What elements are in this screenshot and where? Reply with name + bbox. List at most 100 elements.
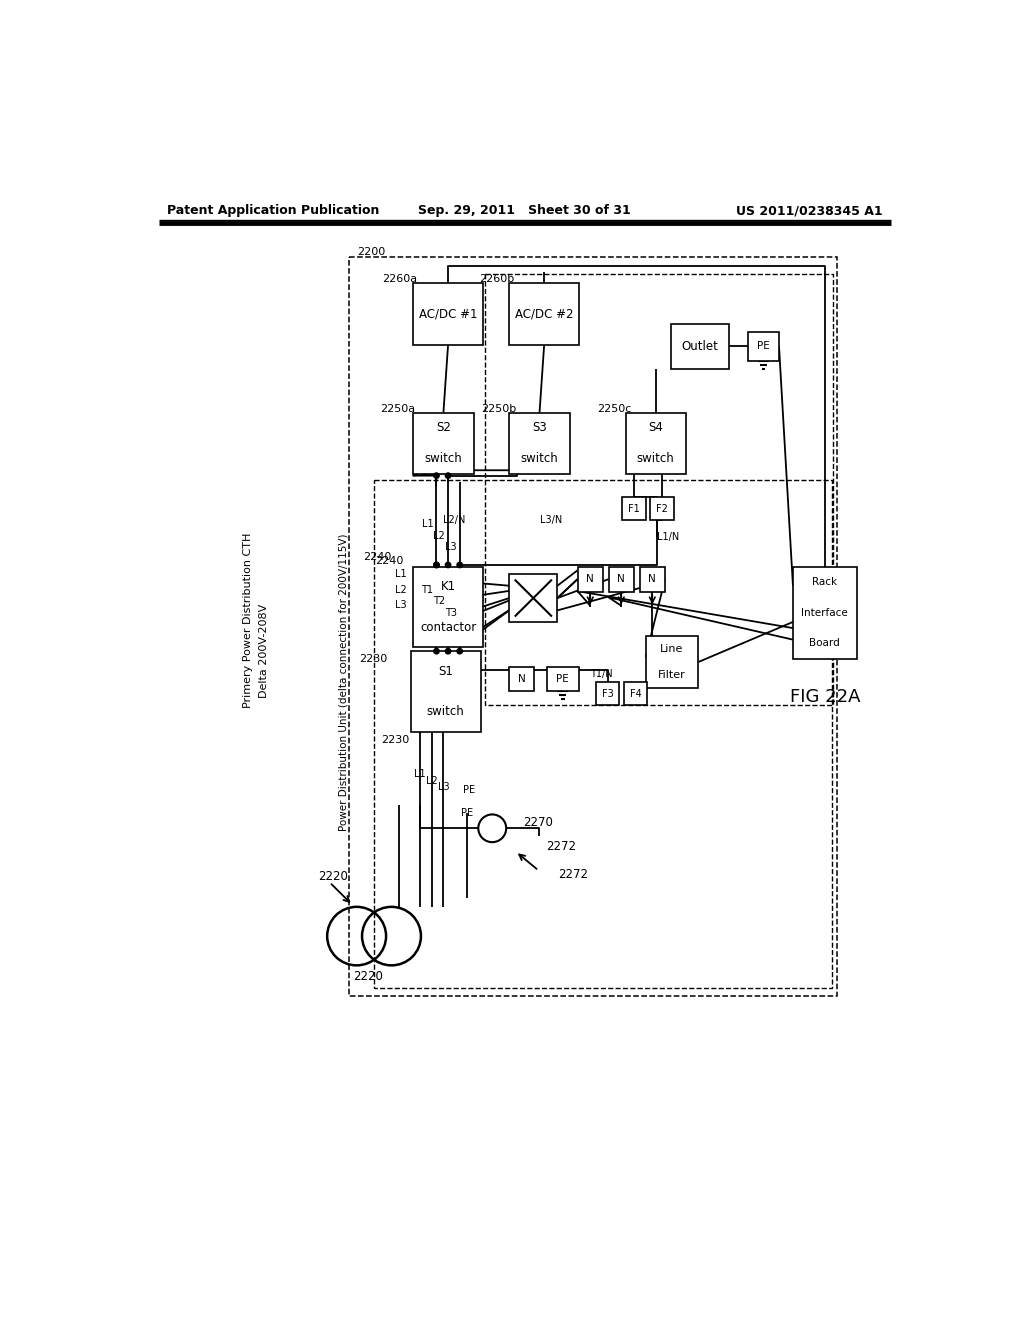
Circle shape [445, 648, 451, 653]
Text: Sep. 29, 2011   Sheet 30 of 31: Sep. 29, 2011 Sheet 30 of 31 [419, 205, 631, 218]
Bar [596, 682, 620, 705]
Text: T3: T3 [444, 607, 457, 618]
Text: PE: PE [556, 675, 569, 684]
Text: Line: Line [660, 644, 684, 653]
Text: AC/DC #2: AC/DC #2 [515, 308, 573, 321]
Text: F4: F4 [630, 689, 641, 698]
Text: L2: L2 [433, 531, 445, 541]
Bar [646, 636, 698, 688]
Text: Patent Application Publication: Patent Application Publication [167, 205, 379, 218]
Bar [509, 412, 569, 474]
Text: 2250a: 2250a [380, 404, 416, 413]
Text: T1/N: T1/N [590, 669, 612, 680]
Bar [624, 682, 647, 705]
Text: S4: S4 [648, 421, 664, 434]
Bar [626, 412, 686, 474]
Text: 2272: 2272 [547, 840, 577, 853]
Text: 2240: 2240 [375, 556, 403, 566]
Circle shape [434, 648, 439, 653]
Bar [793, 566, 856, 659]
Text: Interface: Interface [802, 607, 848, 618]
Text: F2: F2 [656, 504, 668, 513]
Text: 2250b: 2250b [481, 404, 516, 413]
Text: L3: L3 [445, 543, 457, 552]
Text: PE: PE [462, 808, 473, 818]
Circle shape [445, 562, 451, 568]
Circle shape [445, 473, 451, 478]
Bar [650, 498, 674, 520]
Text: N: N [648, 574, 656, 585]
Text: N: N [518, 675, 525, 684]
Bar [748, 331, 779, 360]
Bar [349, 257, 838, 997]
Text: Outlet: Outlet [681, 339, 718, 352]
Text: L2: L2 [426, 776, 437, 785]
Circle shape [434, 562, 439, 568]
Bar [547, 667, 579, 692]
Bar [509, 284, 579, 345]
Bar [509, 574, 557, 622]
Text: 2230: 2230 [359, 653, 388, 664]
Text: L1: L1 [415, 770, 426, 779]
Text: 2200: 2200 [356, 247, 385, 257]
Text: Board: Board [809, 639, 840, 648]
Text: L2/N: L2/N [443, 515, 466, 525]
Text: F1: F1 [628, 504, 640, 513]
Circle shape [434, 473, 439, 478]
Bar [623, 498, 646, 520]
Text: PE: PE [757, 342, 770, 351]
Text: Delta 200V-208V: Delta 200V-208V [259, 605, 268, 698]
Bar [375, 480, 831, 989]
Text: K1: K1 [440, 581, 456, 593]
Text: 2220: 2220 [318, 870, 348, 883]
Bar [414, 566, 483, 647]
Text: 2240: 2240 [364, 552, 391, 562]
Text: contactor: contactor [420, 620, 476, 634]
Text: Power Distribution Unit (delta connection for 200V/115V): Power Distribution Unit (delta connectio… [339, 533, 348, 830]
Bar [414, 412, 474, 474]
Text: L3: L3 [395, 601, 407, 610]
Text: 2270: 2270 [523, 816, 553, 829]
Bar [484, 275, 834, 705]
Bar [671, 323, 729, 368]
Text: S2: S2 [436, 421, 451, 434]
Text: 2230: 2230 [381, 735, 410, 744]
Text: Filter: Filter [658, 671, 686, 680]
Circle shape [434, 562, 439, 568]
Text: S3: S3 [532, 421, 547, 434]
Text: PE: PE [463, 785, 475, 795]
Text: Primery Power Distribution CTH: Primery Power Distribution CTH [243, 533, 253, 708]
Text: L1: L1 [422, 519, 433, 529]
Text: S1: S1 [438, 665, 454, 678]
Text: 2272: 2272 [558, 869, 588, 880]
Circle shape [457, 648, 463, 653]
Text: L2: L2 [395, 585, 407, 594]
Text: L1/N: L1/N [656, 532, 679, 543]
Text: T2: T2 [433, 597, 445, 606]
Text: US 2011/0238345 A1: US 2011/0238345 A1 [736, 205, 883, 218]
Text: T1: T1 [421, 585, 433, 594]
Text: AC/DC #1: AC/DC #1 [419, 308, 477, 321]
Text: 2260a: 2260a [382, 275, 417, 284]
Bar [414, 284, 483, 345]
Text: L3/N: L3/N [540, 515, 562, 525]
Text: N: N [617, 574, 626, 585]
Text: Rack: Rack [812, 577, 838, 587]
Bar [509, 667, 535, 692]
Text: F3: F3 [602, 689, 613, 698]
Bar [411, 651, 480, 733]
Text: L1: L1 [395, 569, 407, 579]
Bar [640, 566, 665, 591]
Text: L3: L3 [437, 781, 450, 792]
Text: N: N [587, 574, 594, 585]
Text: 2220: 2220 [353, 970, 383, 982]
Text: switch: switch [637, 453, 675, 465]
Bar [578, 566, 603, 591]
Text: 2260b: 2260b [479, 275, 514, 284]
Text: switch: switch [427, 705, 465, 718]
Text: 2250c: 2250c [598, 404, 632, 413]
Bar [608, 566, 634, 591]
Text: switch: switch [520, 453, 558, 465]
Text: FIG 22A: FIG 22A [791, 689, 861, 706]
Text: switch: switch [425, 453, 462, 465]
